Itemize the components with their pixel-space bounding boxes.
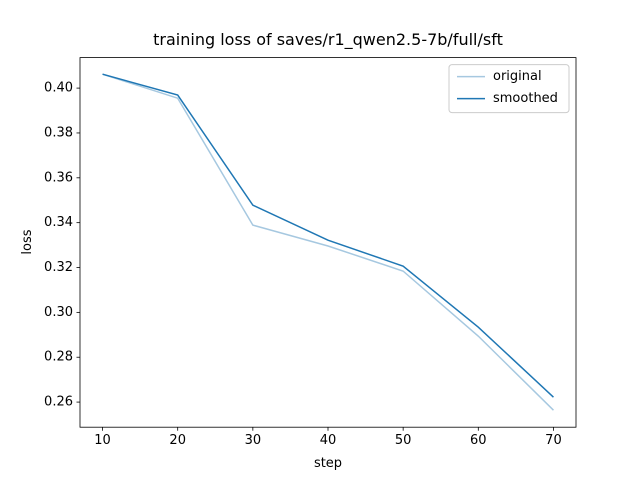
x-tick-label: 40: [320, 433, 337, 448]
y-axis-label: loss: [20, 229, 35, 254]
chart-title: training loss of saves/r1_qwen2.5-7b/ful…: [153, 30, 503, 50]
x-tick-label: 60: [470, 433, 487, 448]
line: [102, 73, 554, 411]
legend-label: original: [493, 69, 542, 84]
y-tick-label: 0.38: [44, 125, 73, 140]
y-tick-label: 0.26: [44, 395, 73, 410]
x-axis-label: step: [314, 456, 342, 471]
x-tick-label: 10: [94, 433, 111, 448]
plot-frame: [79, 57, 577, 428]
x-tick-label: 50: [395, 433, 412, 448]
y-tick-label: 0.32: [44, 260, 73, 275]
x-tick-label: 30: [245, 433, 262, 448]
x-tick-label: 20: [169, 433, 186, 448]
line: [102, 73, 554, 398]
legend-label: smoothed: [493, 91, 558, 106]
y-tick-label: 0.34: [44, 215, 73, 230]
y-tick-label: 0.28: [44, 350, 73, 365]
x-tick-label: 70: [545, 433, 562, 448]
y-tick-label: 0.36: [44, 170, 73, 185]
y-tick-label: 0.40: [44, 81, 73, 96]
y-tick-label: 0.30: [44, 305, 73, 320]
